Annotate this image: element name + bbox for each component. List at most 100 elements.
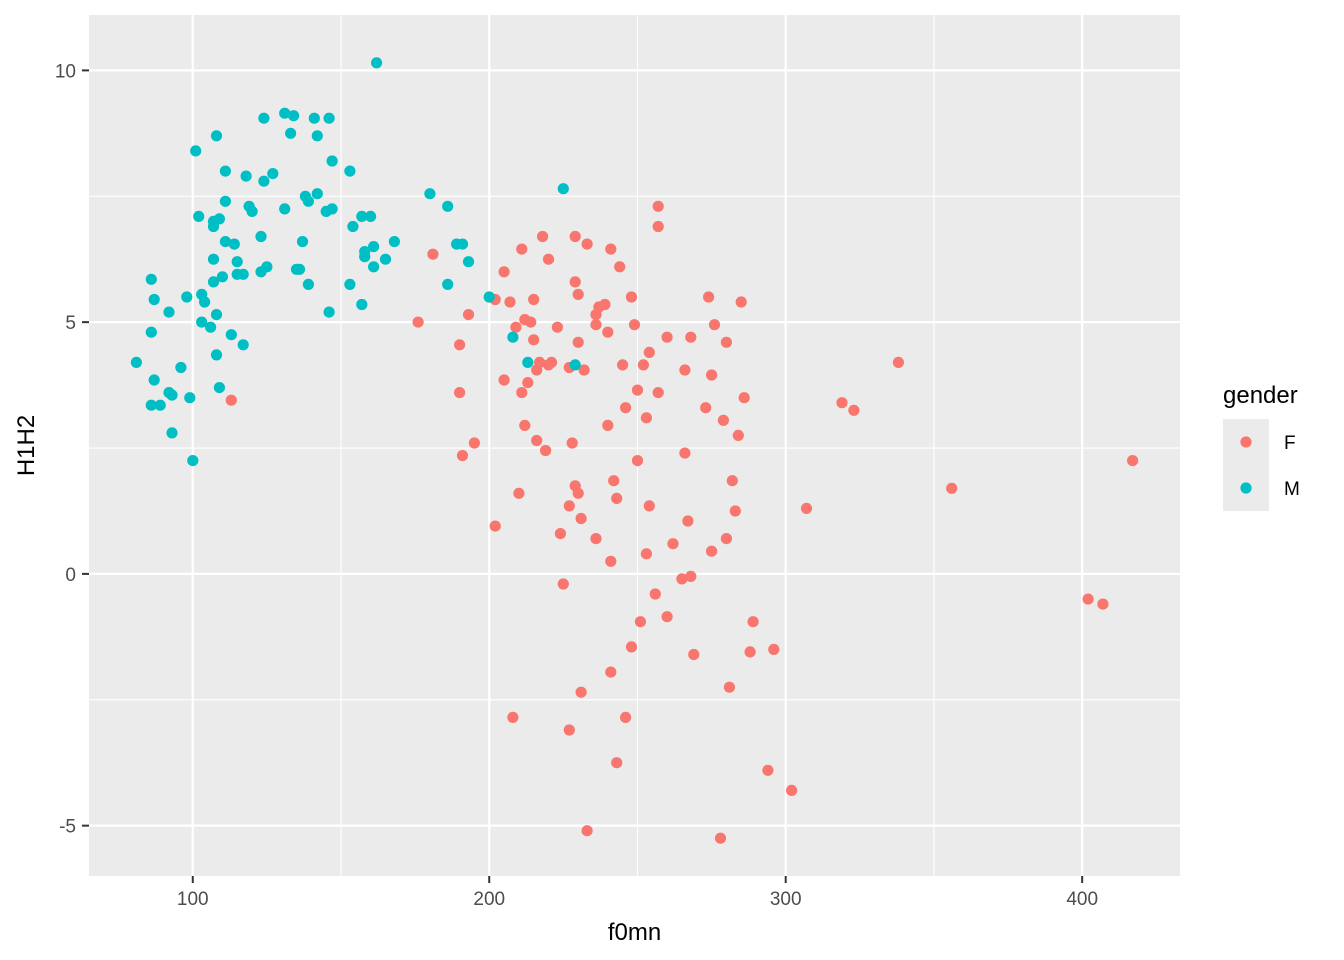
data-point: [1127, 455, 1139, 467]
data-point: [566, 437, 578, 449]
data-point: [308, 112, 320, 124]
data-point: [848, 404, 860, 416]
data-point: [207, 220, 220, 233]
x-tick-label: 400: [1066, 889, 1098, 910]
data-point: [522, 377, 534, 389]
data-point: [427, 248, 439, 260]
data-point: [231, 256, 243, 268]
data-point: [679, 447, 691, 459]
data-point: [311, 130, 323, 142]
data-point: [166, 427, 178, 439]
data-point: [145, 326, 157, 338]
data-point: [516, 387, 528, 399]
data-point: [682, 515, 694, 527]
legend-item-M: M: [1223, 465, 1300, 511]
data-point: [323, 112, 335, 124]
data-point: [732, 429, 744, 441]
legend-label: M: [1284, 479, 1300, 500]
data-point: [525, 316, 537, 328]
legend-keys: FM: [1223, 419, 1300, 511]
data-point: [365, 210, 377, 222]
data-point: [700, 402, 712, 414]
data-point: [605, 555, 617, 567]
data-point: [708, 319, 721, 331]
y-axis: -5 0 5 10: [55, 61, 89, 838]
data-point: [522, 356, 534, 368]
data-point: [371, 57, 383, 69]
data-point: [507, 711, 519, 724]
data-point: [892, 356, 905, 368]
data-point: [483, 291, 495, 303]
legend-key-point: [1240, 436, 1252, 448]
data-point: [199, 296, 211, 308]
data-point: [575, 686, 587, 698]
data-point: [540, 444, 552, 457]
data-point: [572, 336, 584, 348]
data-point: [181, 291, 193, 303]
legend-item-F: F: [1223, 419, 1296, 465]
y-tick-label: 0: [65, 565, 76, 586]
x-axis: 100 200 300 400: [177, 876, 1098, 910]
data-point: [145, 399, 157, 411]
data-point: [513, 487, 525, 499]
data-point: [507, 331, 519, 343]
data-point: [311, 188, 323, 200]
y-tick-label: 5: [65, 313, 76, 334]
data-point: [261, 261, 273, 273]
data-point: [326, 155, 338, 167]
data-point: [602, 419, 614, 431]
data-point: [640, 548, 653, 560]
data-point: [667, 538, 679, 550]
data-point: [726, 475, 738, 487]
data-point: [590, 533, 602, 545]
data-point: [359, 246, 371, 258]
data-point: [462, 309, 475, 321]
data-point: [326, 203, 338, 215]
data-point: [504, 296, 516, 308]
data-point: [196, 316, 208, 328]
data-point: [534, 356, 546, 368]
data-point: [557, 578, 569, 590]
data-point: [569, 359, 581, 371]
data-point: [246, 205, 258, 217]
data-point: [456, 238, 469, 250]
data-point: [279, 203, 291, 215]
data-point: [213, 213, 225, 225]
data-point: [652, 387, 664, 399]
data-point: [379, 253, 392, 265]
data-point: [258, 112, 270, 124]
data-point: [279, 107, 291, 119]
data-point: [605, 666, 617, 678]
x-axis-title: f0mn: [608, 919, 661, 946]
data-point: [184, 392, 196, 404]
data-point: [640, 412, 653, 424]
data-point: [368, 261, 380, 273]
data-point: [581, 238, 593, 250]
data-point: [258, 175, 270, 187]
data-point: [193, 210, 205, 222]
data-point: [729, 505, 741, 517]
data-point: [344, 165, 356, 177]
data-point: [720, 533, 733, 545]
data-point: [240, 170, 252, 182]
data-point: [154, 399, 166, 411]
data-point: [676, 573, 688, 585]
data-point: [130, 356, 142, 368]
data-point: [210, 309, 223, 321]
data-point: [456, 450, 469, 462]
data-point: [219, 165, 231, 177]
legend-key-point: [1240, 482, 1252, 494]
data-point: [442, 278, 454, 290]
data-point: [528, 293, 540, 306]
data-point: [661, 331, 673, 343]
data-point: [800, 502, 813, 514]
data-point: [302, 278, 314, 290]
data-point: [661, 611, 673, 623]
data-point: [237, 268, 249, 280]
data-point: [519, 419, 531, 431]
data-point: [634, 616, 647, 628]
data-point: [614, 261, 626, 273]
data-point: [631, 455, 644, 467]
data-point: [590, 319, 602, 331]
